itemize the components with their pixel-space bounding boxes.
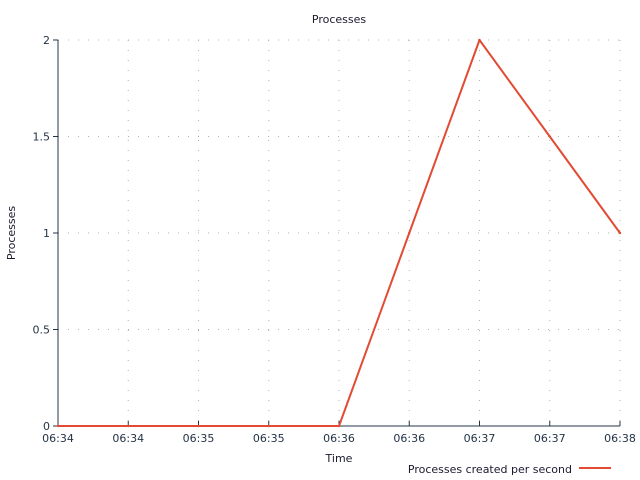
y-tick-label: 1	[43, 227, 50, 240]
y-tick-label: 2	[43, 34, 50, 47]
x-tick-label: 06:37	[464, 432, 496, 445]
x-tick-label: 06:37	[534, 432, 566, 445]
data-point	[618, 231, 622, 235]
data-point	[56, 424, 60, 428]
y-ticks: 0 0.5 1 1.5 2	[33, 34, 58, 433]
data-point	[337, 424, 341, 428]
legend: Processes created per second	[408, 463, 611, 476]
x-tick-label: 06:34	[112, 432, 144, 445]
data-point	[548, 135, 551, 138]
data-point	[127, 424, 130, 428]
chart-title: Processes	[312, 13, 366, 26]
data-point	[267, 424, 270, 428]
x-ticks: 06:34 06:34 06:35 06:35 06:36 06:36 06:37 06:37…	[42, 421, 636, 445]
legend-label: Processes created per second	[408, 463, 572, 476]
data-point	[197, 424, 200, 428]
x-tick-label: 06:36	[393, 432, 425, 445]
x-tick-label: 06:38	[604, 432, 636, 445]
y-tick-label: 0	[43, 420, 50, 433]
x-axis-label: Time	[325, 452, 353, 465]
data-point	[408, 231, 411, 235]
y-tick-label: 0.5	[33, 324, 51, 337]
x-tick-label: 06:34	[42, 432, 74, 445]
series	[56, 38, 622, 428]
y-tick-label: 1.5	[33, 131, 51, 144]
y-axis-label: Processes	[5, 206, 18, 260]
x-tick-label: 06:35	[253, 432, 285, 445]
x-tick-label: 06:35	[183, 432, 215, 445]
x-tick-label: 06:36	[323, 432, 355, 445]
grid	[58, 39, 621, 426]
data-point	[478, 38, 481, 42]
